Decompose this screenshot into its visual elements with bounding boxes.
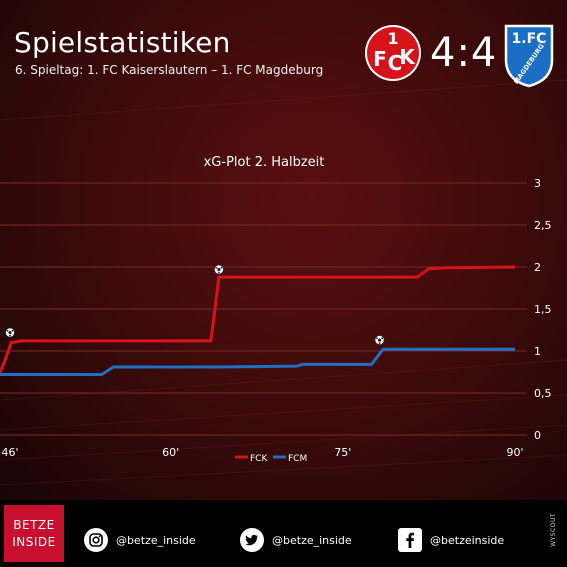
x-axis-ticks: 46' 60' 75' 90' xyxy=(1,446,523,459)
y-tick-label: 0 xyxy=(534,429,541,442)
y-tick-label: 3 xyxy=(534,177,541,190)
y-tick-label: 2 xyxy=(534,261,541,274)
page-title: Spielstatistiken xyxy=(14,26,231,59)
brand-line-1: BETZE xyxy=(13,517,55,532)
goal-ball-icon xyxy=(214,264,224,275)
facebook-link[interactable]: @betzeinside xyxy=(398,526,504,554)
series-line-fck xyxy=(0,265,516,377)
goal-ball-icon xyxy=(374,335,385,345)
twitter-link[interactable]: @betze_inside xyxy=(240,526,352,554)
x-tick-label: 90' xyxy=(506,446,523,459)
svg-text:K: K xyxy=(399,45,416,69)
fck-crest-icon: 1 F C K xyxy=(365,25,421,81)
y-tick-label: 1 xyxy=(534,345,541,358)
y-axis-ticks: 0 0,5 1 1,5 2 2,5 3 xyxy=(534,177,552,442)
instagram-link[interactable]: @betze_inside xyxy=(84,526,196,554)
svg-text:1.FC: 1.FC xyxy=(512,31,547,47)
legend: FCK FCM xyxy=(235,454,307,464)
svg-text:1: 1 xyxy=(387,29,398,48)
legend-label-fck: FCK xyxy=(250,454,268,464)
facebook-handle: @betzeinside xyxy=(430,533,505,547)
grid xyxy=(0,182,527,436)
chart-title: xG-Plot 2. Halbzeit xyxy=(204,155,325,170)
match-subtitle: 6. Spieltag: 1. FC Kaiserslautern – 1. F… xyxy=(15,63,324,77)
series-line-fcm xyxy=(0,347,515,376)
twitter-handle: @betze_inside xyxy=(272,533,352,547)
fcm-crest-icon: 1.FC MAGDEBURG xyxy=(504,24,554,88)
x-tick-label: 60' xyxy=(162,446,179,459)
instagram-handle: @betze_inside xyxy=(116,533,196,547)
x-tick-label: 75' xyxy=(334,446,351,459)
x-tick-label: 46' xyxy=(1,446,18,459)
goal-markers xyxy=(5,264,385,345)
goal-ball-icon xyxy=(5,327,15,338)
y-tick-label: 1,5 xyxy=(534,303,552,316)
y-tick-label: 2,5 xyxy=(534,219,552,232)
match-score: 4:4 xyxy=(430,30,498,76)
y-tick-label: 0,5 xyxy=(534,387,552,400)
betze-inside-logo[interactable]: BETZE INSIDE xyxy=(4,505,64,562)
svg-text:F: F xyxy=(373,47,387,71)
legend-label-fcm: FCM xyxy=(288,454,307,464)
facebook-icon xyxy=(398,528,422,552)
twitter-icon xyxy=(240,528,264,552)
instagram-icon xyxy=(84,528,108,552)
data-provider-stamp: WYSCOUT xyxy=(550,513,557,547)
svg-text:C: C xyxy=(388,51,403,75)
series-lines xyxy=(0,265,516,377)
brand-line-2: INSIDE xyxy=(12,534,56,549)
